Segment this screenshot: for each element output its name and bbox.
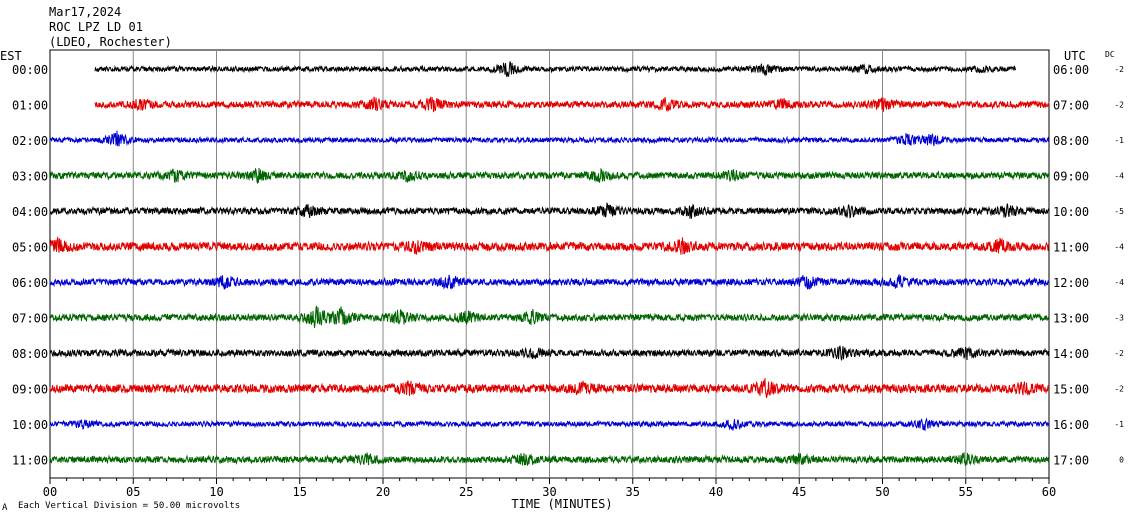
seismic-traces [49,61,1050,466]
est-axis-label: EST [0,49,22,63]
trace-line-0500 [49,236,1050,255]
est-hour-label: 10:00 [12,418,48,432]
x-tick-label: 00 [43,485,57,499]
dc-offset-label: 0 [1119,456,1124,465]
trace-line-1100 [49,452,1050,466]
dc-offset-label: -4 [1114,243,1124,252]
x-axis-title: TIME (MINUTES) [511,497,612,511]
dc-column-label: DC [1105,50,1115,59]
dc-offset-label: -2 [1114,385,1124,394]
est-hour-label: 06:00 [12,276,48,290]
date-label: Mar17,2024 [49,5,122,19]
utc-axis-label: UTC [1064,49,1086,63]
x-tick-label: 10 [209,485,223,499]
station-label: ROC LPZ LD 01 [49,20,143,34]
est-hour-label: 04:00 [12,205,48,219]
utc-hour-label: 14:00 [1053,347,1089,361]
dc-offset-label: -4 [1114,278,1124,287]
utc-hour-label: 12:00 [1053,276,1089,290]
dc-offset-label: -2 [1114,349,1124,358]
est-hour-label: 11:00 [12,454,48,468]
dc-offset-label: -2 [1114,65,1124,74]
trace-line-0200 [49,130,1050,147]
utc-hour-label: 15:00 [1053,383,1089,397]
trace-line-0700 [49,305,1050,328]
est-hour-label: 02:00 [12,134,48,148]
x-tick-label: 25 [459,485,473,499]
utc-hour-label: 17:00 [1053,454,1089,468]
scale-note: Each Vertical Division = 50.00 microvolt… [18,501,240,511]
est-hour-label: 08:00 [12,347,48,361]
est-hour-label: 01:00 [12,99,48,113]
est-hour-label: 07:00 [12,312,48,326]
x-tick-label: 20 [376,485,390,499]
utc-hour-label: 10:00 [1053,205,1089,219]
x-tick-label: 05 [126,485,140,499]
x-tick-label: 15 [293,485,307,499]
x-tick-label: 45 [792,485,806,499]
trace-line-0600 [49,273,1050,290]
dc-offset-label: -5 [1114,207,1124,216]
trace-line-0300 [49,167,1050,185]
dc-offset-label: -1 [1114,136,1124,145]
time-grid [49,49,1050,484]
utc-hour-label: 16:00 [1053,418,1089,432]
trace-line-0000 [94,61,1016,78]
est-hour-label: 03:00 [12,170,48,184]
utc-hour-label: 06:00 [1053,63,1089,77]
dc-offset-label: -2 [1114,101,1124,110]
x-tick-label: 55 [959,485,973,499]
trace-line-1000 [49,417,1050,432]
x-tick-label: 30 [542,485,556,499]
utc-hour-label: 11:00 [1053,241,1089,255]
utc-hour-label: 08:00 [1053,134,1089,148]
dc-offset-label: -3 [1114,314,1124,323]
dc-offset-label: -4 [1114,172,1124,181]
dc-offset-label: -1 [1114,420,1124,429]
network-label: (LDEO, Rochester) [49,35,172,49]
est-hour-label: 09:00 [12,383,48,397]
trace-line-0400 [49,202,1050,219]
est-hour-label: 05:00 [12,241,48,255]
x-tick-label: 35 [626,485,640,499]
trace-line-0900 [49,377,1050,399]
utc-hour-label: 07:00 [1053,99,1089,113]
utc-hour-label: 13:00 [1053,312,1089,326]
x-tick-label: 60 [1042,485,1056,499]
est-hour-label: 00:00 [12,63,48,77]
trace-line-0100 [94,96,1050,113]
x-tick-label: 40 [709,485,723,499]
utc-hour-label: 09:00 [1053,170,1089,184]
x-tick-label: 50 [875,485,889,499]
scale-marker: A [2,503,8,513]
trace-line-0800 [49,345,1050,361]
